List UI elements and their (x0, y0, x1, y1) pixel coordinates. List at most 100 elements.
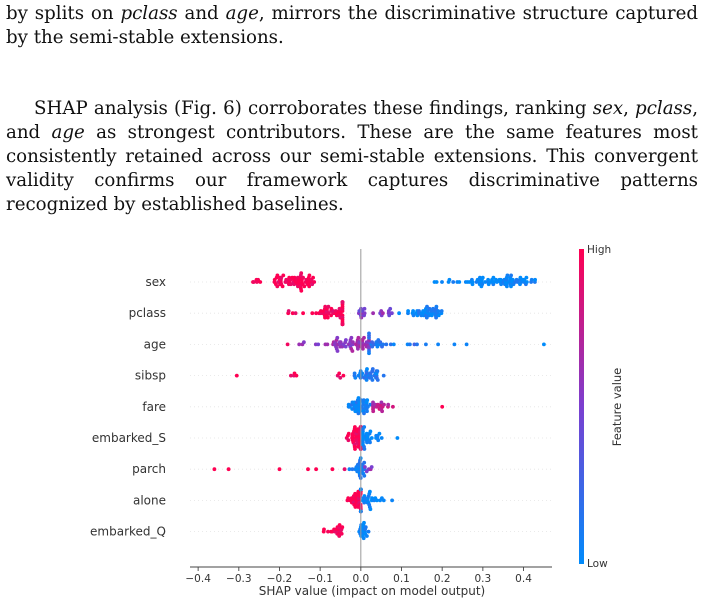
shap-point (381, 311, 385, 316)
shap-point (525, 280, 529, 284)
shap-point (326, 529, 330, 534)
shap-point (356, 335, 361, 340)
shap-point (367, 331, 371, 336)
shap-point (353, 425, 357, 429)
shap-point (524, 275, 529, 280)
shap-point (281, 273, 286, 278)
shap-point (364, 378, 369, 382)
x-tick-label: 0.3 (475, 573, 492, 585)
shap-point (379, 400, 384, 405)
p2-segment: sex (592, 98, 624, 119)
shap-point (356, 346, 360, 351)
feature-label: alone (133, 493, 166, 507)
shap-point (388, 342, 393, 347)
shap-point (326, 311, 331, 316)
shap-point (542, 342, 546, 347)
shap-point (325, 315, 330, 320)
shap-point (297, 342, 302, 347)
shap-point (362, 335, 366, 340)
colorbar-low-label: Low (587, 558, 608, 570)
shap-point (395, 436, 400, 440)
shap-point (322, 527, 326, 532)
shap-point (363, 525, 368, 530)
shap-point (371, 311, 375, 316)
shap-point (491, 275, 496, 280)
p2-segment: SHAP analysis (Fig. 6) corroborates thes… (34, 98, 593, 119)
shap-point (338, 340, 343, 345)
shap-figure: sex pclass age sibsp fare embarked_S parch alon… (0, 236, 705, 604)
x-tick-label: 0.0 (352, 573, 369, 585)
shap-point (439, 309, 444, 313)
shap-point (470, 280, 475, 284)
shap-point (371, 409, 376, 414)
shap-point (353, 447, 357, 451)
shap-point (378, 340, 383, 345)
colorbar-label: Feature value (610, 368, 624, 447)
shap-point (509, 284, 513, 289)
paragraph-1: by splits on pclass and age, mirrors the… (6, 2, 698, 50)
shap-point (533, 277, 537, 282)
shap-point (316, 342, 321, 347)
shap-point (362, 473, 367, 478)
shap-point (505, 273, 510, 278)
shap-point (341, 373, 346, 378)
shap-point (293, 311, 298, 316)
shap-point (335, 335, 340, 340)
shap-point (381, 498, 386, 503)
shap-point (424, 342, 428, 347)
shap-point (289, 282, 293, 287)
shap-point (290, 311, 295, 316)
shap-point (370, 378, 375, 382)
shap-point (367, 351, 371, 356)
shap-point (436, 342, 440, 347)
shap-point (464, 342, 469, 347)
shap-point (275, 273, 280, 278)
feature-label: parch (132, 462, 166, 476)
shap-point (370, 367, 375, 371)
shap-point (352, 371, 357, 376)
shap-point (390, 311, 394, 316)
shap-point (379, 436, 384, 440)
shap-point (434, 304, 439, 309)
shap-point (365, 440, 369, 445)
shap-point (362, 520, 366, 525)
shap-point (434, 315, 438, 320)
shap-point (343, 344, 348, 349)
shap-point (452, 342, 457, 347)
shap-point (408, 342, 412, 347)
shap-point (386, 402, 391, 407)
shap-point (314, 467, 318, 472)
shap-point (356, 396, 361, 400)
feature-label: fare (142, 400, 166, 414)
shap-point (361, 346, 365, 351)
x-tick-label: −0.4 (185, 573, 211, 585)
feature-label: pclass (129, 306, 166, 320)
shap-point (365, 409, 369, 414)
shap-point (457, 280, 462, 284)
shap-point (375, 378, 380, 382)
shap-point (286, 309, 291, 313)
shap-point (212, 467, 217, 472)
shap-point (436, 309, 441, 313)
shap-point (375, 402, 380, 407)
shap-point (349, 335, 354, 340)
colorbar (579, 249, 584, 564)
shap-point (417, 309, 421, 313)
shap-point (311, 275, 315, 280)
shap-point (412, 342, 417, 347)
shap-point (358, 409, 362, 414)
shap-point (509, 273, 513, 278)
shap-point (436, 313, 441, 318)
shap-point (498, 277, 503, 282)
shap-point (529, 277, 534, 282)
shap-point (411, 309, 415, 313)
shap-point (350, 467, 355, 472)
colorbar-high-label: High (587, 244, 611, 256)
shap-point (226, 467, 231, 472)
shap-point (368, 489, 372, 494)
shap-point (310, 311, 315, 316)
shap-point (363, 496, 367, 501)
feature-label: embarked_S (92, 431, 166, 445)
shap-point (451, 280, 456, 284)
shap-point (365, 398, 370, 403)
